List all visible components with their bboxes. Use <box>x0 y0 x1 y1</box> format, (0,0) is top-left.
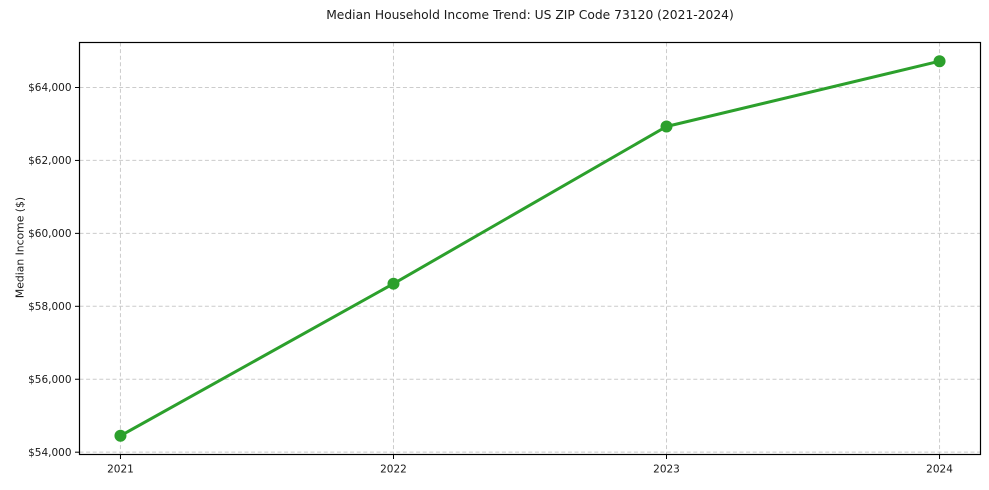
y-tick-label: $58,000 <box>28 301 71 313</box>
y-axis-label: Median Income ($) <box>13 196 27 299</box>
x-tick-label: 2021 <box>107 464 134 476</box>
x-tick-label: 2024 <box>926 464 953 476</box>
chart-title: Median Household Income Trend: US ZIP Co… <box>326 8 734 22</box>
data-point-2023 <box>660 120 673 133</box>
x-tick-label: 2023 <box>653 464 680 476</box>
y-tick-label: $54,000 <box>28 447 71 459</box>
data-point-2022 <box>387 277 400 290</box>
data-point-2021 <box>114 429 127 442</box>
x-tick-label: 2022 <box>380 464 407 476</box>
y-tick-label: $64,000 <box>28 82 71 94</box>
y-tick-label: $60,000 <box>28 228 71 240</box>
y-tick-label: $62,000 <box>28 155 71 167</box>
y-tick-label: $56,000 <box>28 374 71 386</box>
trend-line <box>118 59 942 438</box>
plot-border <box>78 41 982 456</box>
data-point-2024 <box>933 55 946 68</box>
